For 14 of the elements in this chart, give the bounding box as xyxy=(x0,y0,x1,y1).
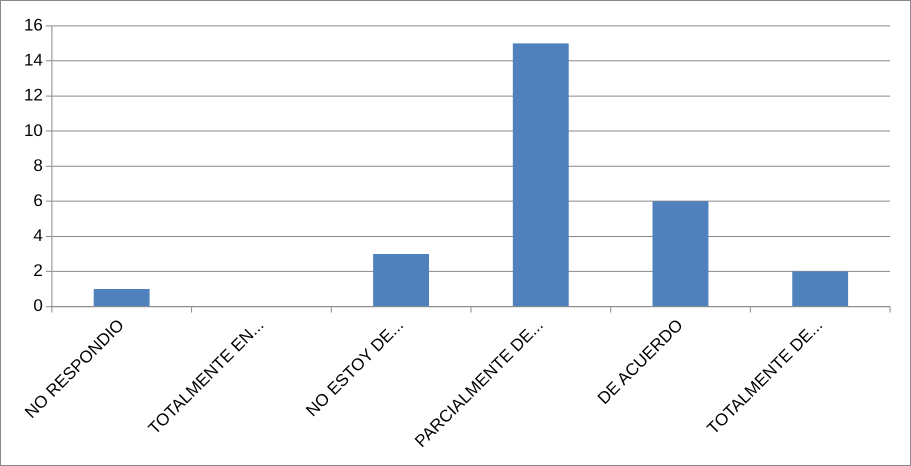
y-tick-label: 8 xyxy=(33,156,43,175)
y-tick-label: 16 xyxy=(24,16,43,35)
y-tick-label: 10 xyxy=(24,120,43,140)
y-tick-label: 12 xyxy=(24,86,43,105)
y-tick-label: 14 xyxy=(24,50,43,70)
y-tick-label: 4 xyxy=(33,226,43,246)
bar xyxy=(512,43,569,306)
y-tick-label: 6 xyxy=(33,191,43,210)
y-tick-label: 0 xyxy=(33,296,43,316)
bar xyxy=(94,289,150,306)
y-tick-label: 2 xyxy=(33,261,43,280)
bar xyxy=(792,271,848,306)
bar xyxy=(373,254,430,306)
bar xyxy=(652,201,708,306)
